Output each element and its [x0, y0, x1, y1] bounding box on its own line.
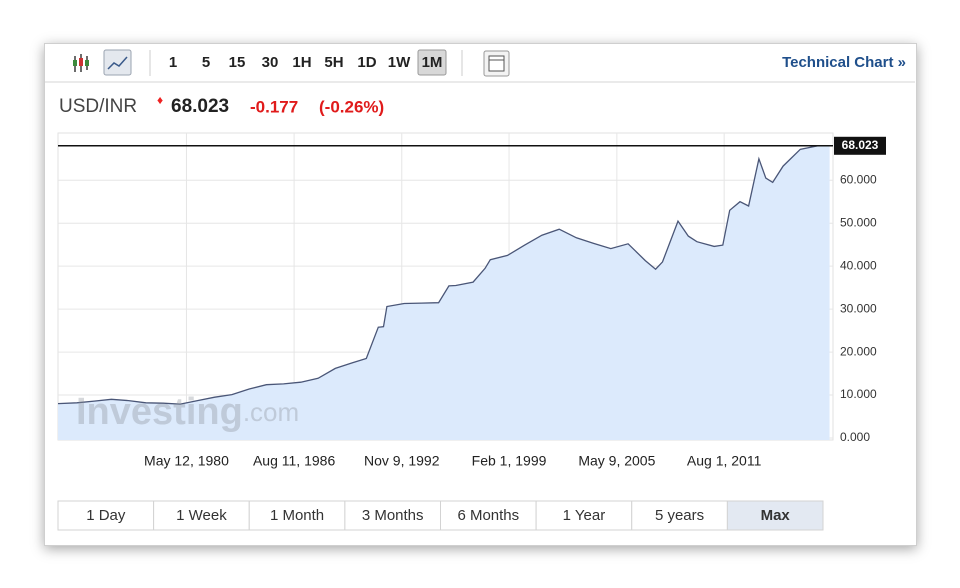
last-price-label: 68.023 — [842, 138, 879, 152]
x-tick-label: May 9, 2005 — [578, 453, 655, 469]
x-tick-label: Aug 11, 1986 — [253, 453, 335, 469]
change: -0.177 — [250, 97, 298, 116]
line-icon-glyph — [107, 56, 128, 70]
symbol: USD/INR — [59, 96, 137, 117]
interval-button[interactable]: 1M — [422, 54, 443, 71]
y-tick-label: 10.000 — [840, 387, 877, 401]
range-button[interactable] — [440, 500, 537, 531]
interval-button[interactable]: 30 — [262, 54, 279, 71]
y-tick-label: 0.000 — [840, 430, 870, 444]
x-tick-label: Feb 1, 1999 — [472, 453, 547, 469]
last-price-box — [834, 136, 886, 155]
interval-button[interactable]: 5H — [324, 54, 343, 71]
interval-active — [417, 49, 447, 76]
range-label[interactable]: 5 years — [655, 507, 704, 524]
range-button[interactable] — [631, 500, 728, 531]
x-tick-label: Aug 1, 2011 — [687, 453, 762, 469]
area-fill — [58, 145, 830, 441]
watermark-suffix: .com — [243, 397, 299, 427]
price: 68.023 — [171, 96, 229, 117]
range-label[interactable]: 1 Week — [176, 507, 227, 524]
x-tick-label: May 12, 1980 — [144, 453, 229, 469]
y-tick-label: 60.000 — [840, 172, 877, 186]
range-label[interactable]: 1 Day — [86, 507, 126, 524]
down-arrow: ♦ — [157, 93, 163, 107]
interval-button[interactable]: 1 — [169, 54, 177, 71]
range-label[interactable]: 3 Months — [362, 507, 424, 524]
y-tick-label: 50.000 — [840, 215, 877, 229]
line-icon[interactable] — [103, 49, 132, 76]
interval-button[interactable]: 1D — [357, 54, 376, 71]
range-label[interactable]: Max — [761, 507, 791, 524]
watermark: Investing.com — [76, 391, 299, 433]
interval-button[interactable]: 5 — [202, 54, 210, 71]
y-tick-label: 30.000 — [840, 301, 877, 315]
interval-button[interactable]: 1H — [292, 54, 311, 71]
range-label[interactable]: 1 Month — [270, 507, 324, 524]
price-line — [57, 145, 830, 405]
layout-icon[interactable] — [483, 50, 510, 77]
change-percent: (-0.26%) — [319, 97, 384, 116]
range-button[interactable] — [726, 500, 824, 531]
y-tick-label: 40.000 — [840, 258, 877, 272]
x-tick-label: Nov 9, 1992 — [364, 453, 440, 469]
range-button[interactable] — [57, 500, 155, 531]
range-label[interactable]: 6 Months — [457, 507, 519, 524]
y-tick-label: 20.000 — [840, 344, 877, 358]
interval-button[interactable]: 1W — [388, 54, 411, 71]
candle-icon[interactable] — [73, 54, 89, 72]
watermark-brand: Investing — [76, 391, 243, 433]
technical-chart-link[interactable]: Technical Chart » — [782, 54, 906, 71]
interval-button[interactable]: 15 — [229, 54, 246, 71]
range-label[interactable]: 1 Year — [563, 507, 606, 524]
range-button[interactable] — [248, 500, 346, 531]
